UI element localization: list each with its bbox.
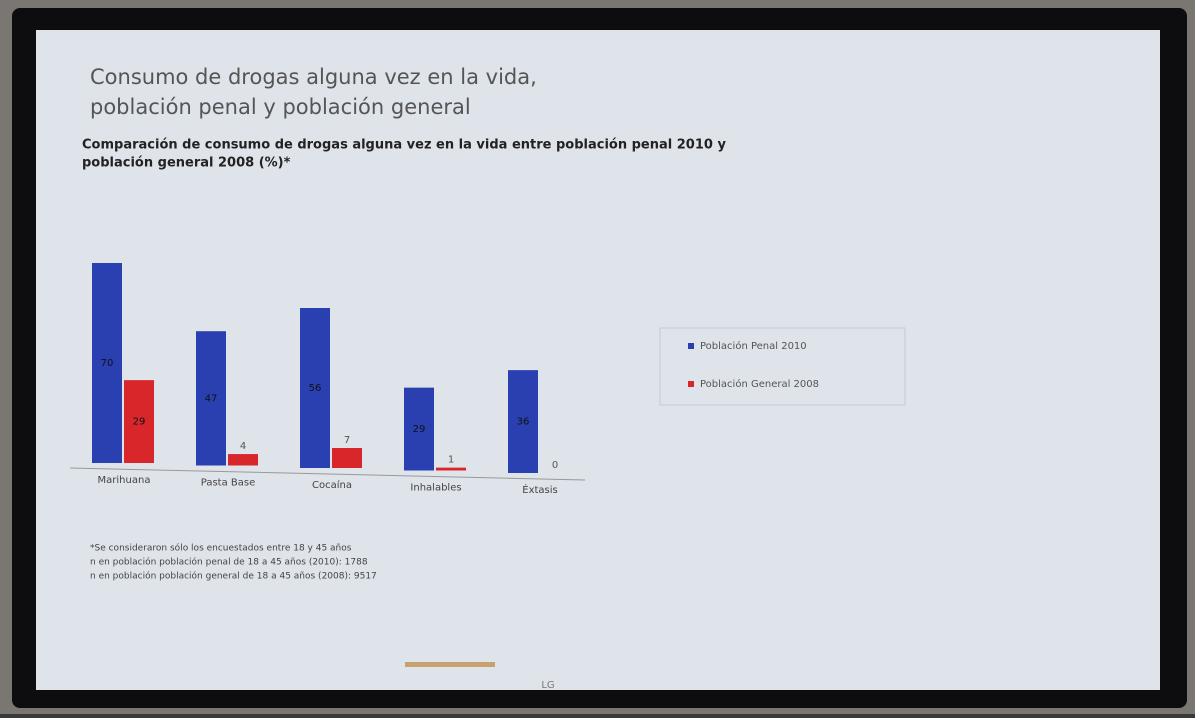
legend-box: [659, 327, 906, 406]
baseline: [69, 467, 586, 481]
bar: [436, 467, 466, 471]
bar: [332, 448, 362, 468]
bar: [404, 387, 434, 471]
bar: [124, 380, 154, 463]
legend-swatch: [688, 381, 694, 387]
value-label: 1: [448, 455, 454, 466]
legend-label: Población General 2008: [700, 378, 819, 390]
bar: [196, 331, 226, 466]
bar: [300, 308, 330, 468]
chart: Consumo de drogas alguna vez en la vida,…: [69, 65, 906, 481]
value-label: 7: [344, 435, 350, 446]
subtitle-line: población general 2008 (%)*: [82, 156, 291, 171]
bar: [92, 263, 122, 463]
title-line: población penal y población general: [90, 95, 471, 119]
x-tick-label: Marihuana: [98, 475, 151, 486]
brand: LG: [541, 680, 554, 691]
value-label: 4: [240, 441, 246, 452]
footnote: *Se consideraron sólo los encuestados en…: [90, 543, 352, 554]
value-label: 29: [133, 417, 146, 428]
bar: [228, 454, 258, 466]
x-tick-label: Cocaína: [312, 479, 352, 491]
value-label: 47: [205, 393, 218, 404]
value-label: 70: [101, 358, 114, 369]
value-label: 0: [552, 460, 558, 471]
value-label: 56: [309, 383, 322, 394]
legend-label: Población Penal 2010: [700, 340, 807, 352]
power-light: [405, 662, 495, 667]
value-label: 29: [413, 424, 426, 435]
footnote: n en población población general de 18 a…: [90, 571, 377, 582]
x-tick-label: Inhalables: [410, 483, 461, 494]
footnote: n en población población penal de 18 a 4…: [90, 557, 368, 568]
title-line: Consumo de drogas alguna vez en la vida,: [90, 65, 537, 89]
x-tick-label: Éxtasis: [522, 483, 557, 496]
x-tick-label: Pasta Base: [201, 478, 256, 489]
subtitle-line: Comparación de consumo de drogas alguna …: [82, 138, 726, 153]
bar: [508, 370, 538, 473]
legend-swatch: [688, 343, 694, 349]
value-label: 36: [517, 417, 530, 428]
